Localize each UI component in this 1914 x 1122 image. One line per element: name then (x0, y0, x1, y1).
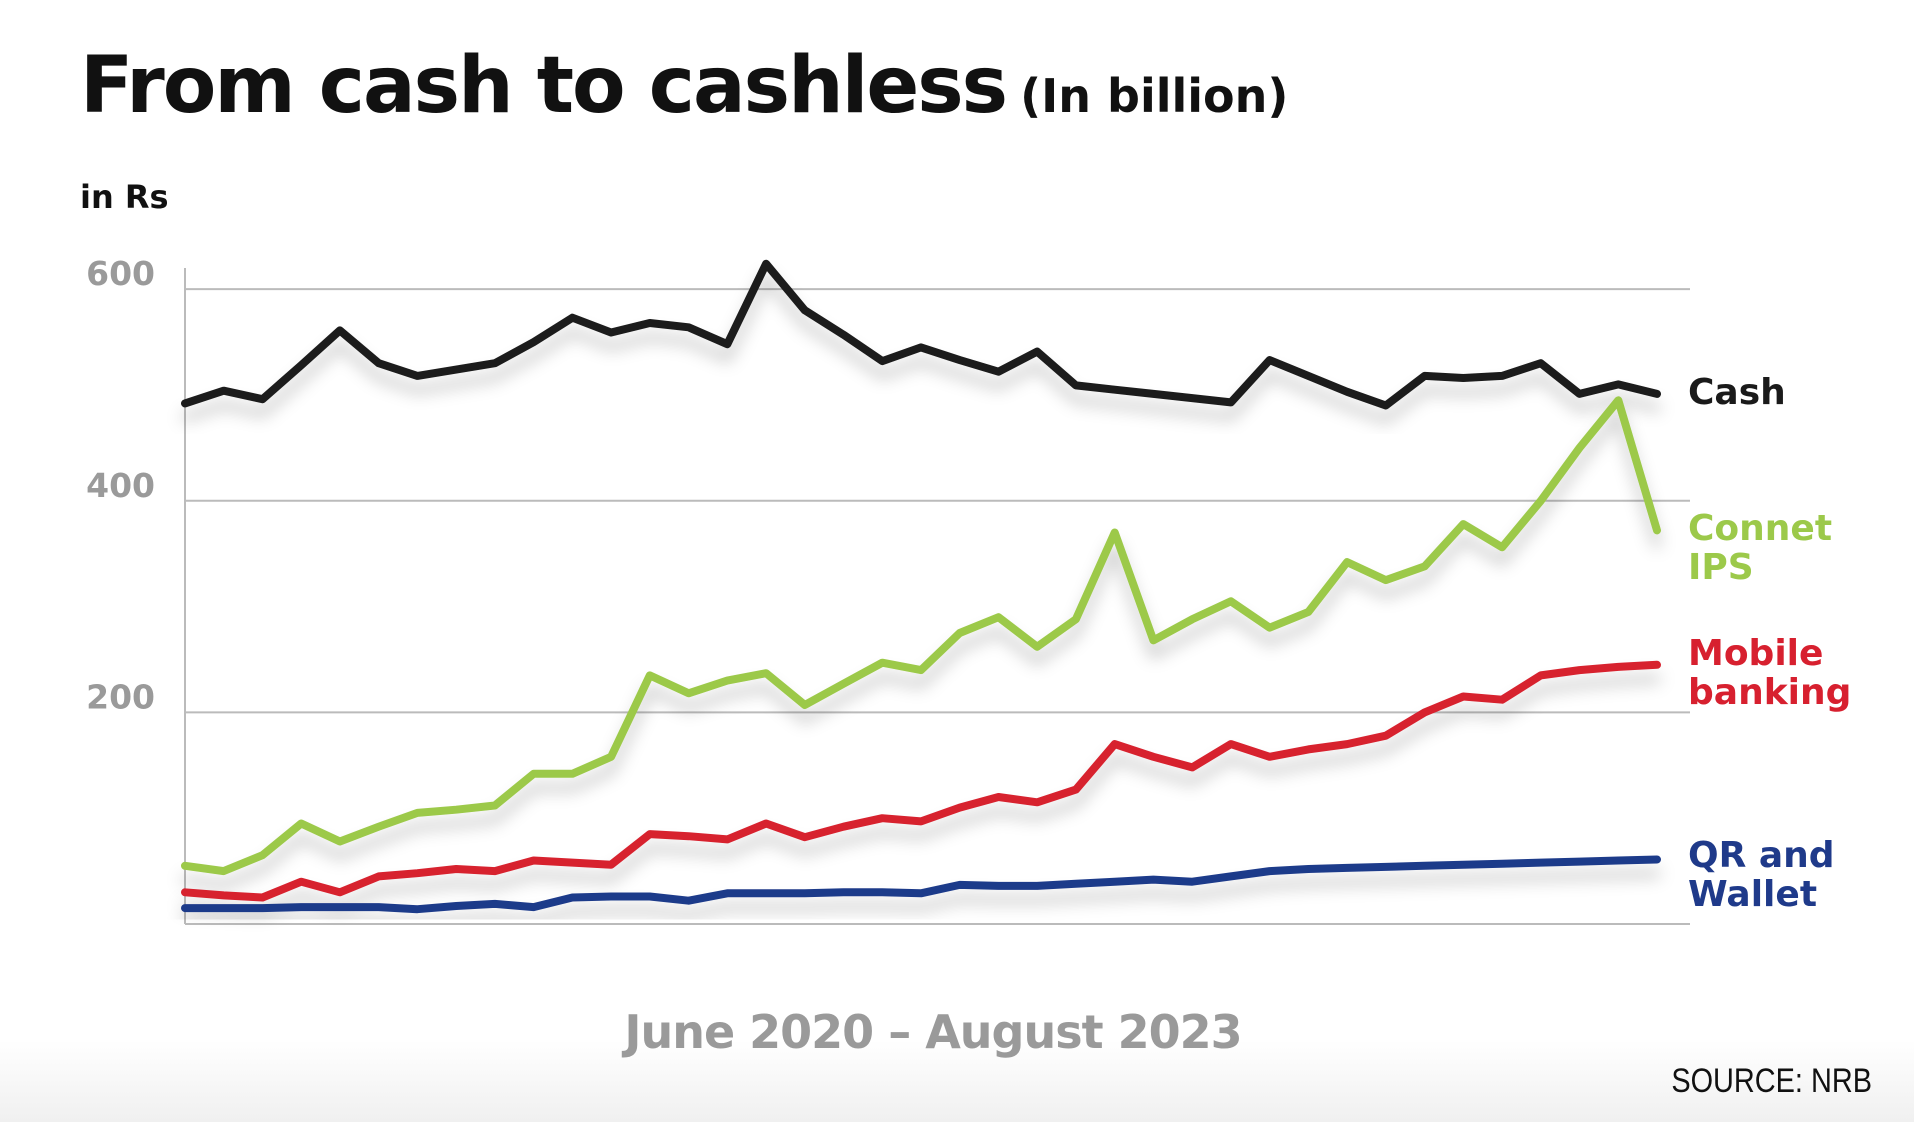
series-label: QR and Wallet (1688, 835, 1835, 916)
chart-title: From cash to cashless (In billion) (80, 41, 1288, 131)
series-line (181, 660, 1661, 902)
y-tick-label: 200 (86, 677, 155, 716)
series-line (181, 855, 1661, 914)
footer-bg (0, 1040, 1914, 1122)
y-tick-label: 400 (86, 466, 155, 505)
series-label: Mobile banking (1688, 632, 1852, 713)
series-label: Cash (1688, 372, 1786, 414)
series-line (181, 259, 1661, 410)
x-axis-label: June 2020 – August 2023 (621, 1005, 1241, 1059)
source: SOURCE: NRB (1671, 1061, 1872, 1100)
series-line (181, 396, 1661, 876)
y-axis-label: in Rs (80, 178, 169, 216)
subtitle: (In billion) (1020, 69, 1288, 123)
title: From cash to cashless (80, 41, 1006, 131)
series-label: Connet IPS (1688, 508, 1833, 589)
y-tick-label: 600 (86, 254, 155, 293)
